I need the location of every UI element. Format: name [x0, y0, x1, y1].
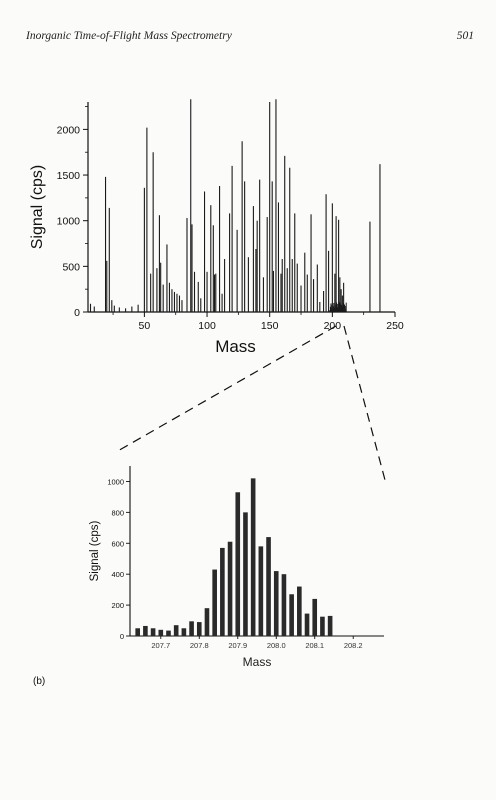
- spectrum-y-tick-label: 2000: [57, 124, 81, 136]
- spectrum-y-tick-label: 1000: [57, 216, 81, 228]
- zoom-bar: [135, 628, 141, 636]
- zoom-bar: [312, 598, 318, 636]
- zoom-bar: [150, 628, 156, 636]
- zoom-x-tick-label: 207.8: [190, 641, 209, 650]
- zoom-x-tick-label: 207.7: [151, 641, 170, 650]
- zoom-bar: [243, 512, 248, 636]
- zoom-x-tick-label: 208.0: [267, 641, 286, 650]
- zoom-guide-line-right: [343, 325, 386, 481]
- zoom-bar: [212, 569, 217, 636]
- zoom-y-axis-title: Signal (cps): [89, 520, 101, 581]
- zoom-bar: [235, 492, 241, 636]
- zoom-y-tick-label: 0: [120, 632, 124, 641]
- zoom-bar: [166, 630, 171, 636]
- zoom-x-axis-title: Mass: [243, 655, 272, 669]
- zoom-guide-line-left: [115, 325, 337, 453]
- zoom-bar: [281, 574, 287, 636]
- zoom-x-tick-label: 208.2: [344, 641, 363, 650]
- zoom-bar: [327, 615, 333, 636]
- zoom-bar: [158, 629, 164, 636]
- zoom-bar: [181, 628, 187, 636]
- zoom-y-tick-label: 800: [111, 508, 124, 517]
- spectrum-y-tick-label: 0: [74, 307, 80, 319]
- zoom-bar: [273, 571, 279, 636]
- zoom-y-tick-label: 1000: [107, 477, 124, 486]
- zoom-bar: [297, 586, 302, 636]
- zoom-bar: [320, 616, 325, 636]
- zoom-bar: [220, 547, 225, 636]
- panel-label: (b): [33, 676, 46, 687]
- zoom-bar: [289, 594, 294, 636]
- zoom-bar: [250, 478, 256, 636]
- zoom-y-tick-label: 600: [111, 539, 124, 548]
- zoom-bar: [204, 608, 210, 636]
- spectrum-y-tick-label: 1500: [57, 170, 81, 182]
- zoom-bar: [196, 622, 202, 636]
- spectrum-x-tick-label: 250: [386, 320, 404, 332]
- zoom-bar: [266, 537, 271, 636]
- spectrum-y-tick-label: 500: [62, 261, 80, 273]
- spectrum-y-axis-title: Signal (cps): [29, 165, 46, 249]
- spectrum-x-tick-label: 150: [261, 320, 279, 332]
- zoom-y-tick-label: 400: [111, 570, 124, 579]
- page-number: 501: [456, 30, 474, 42]
- running-title: Inorganic Time-of-Flight Mass Spectromet…: [26, 30, 232, 42]
- zoom-bar: [227, 541, 233, 636]
- zoom-bar: [143, 625, 148, 636]
- zoom-x-tick-label: 208.1: [305, 641, 324, 650]
- zoom-bar: [304, 613, 310, 636]
- zoom-y-tick-label: 200: [111, 601, 124, 610]
- spectrum-x-tick-label: 200: [324, 320, 342, 332]
- zoom-bar: [173, 625, 179, 636]
- spectrum-x-tick-label: 100: [198, 320, 216, 332]
- spectrum-x-tick-label: 50: [139, 320, 151, 332]
- zoom-bar: [258, 546, 264, 636]
- zoom-x-tick-label: 207.9: [228, 641, 247, 650]
- spectrum-x-axis-title: Mass: [215, 337, 256, 356]
- zoom-bar: [189, 621, 194, 636]
